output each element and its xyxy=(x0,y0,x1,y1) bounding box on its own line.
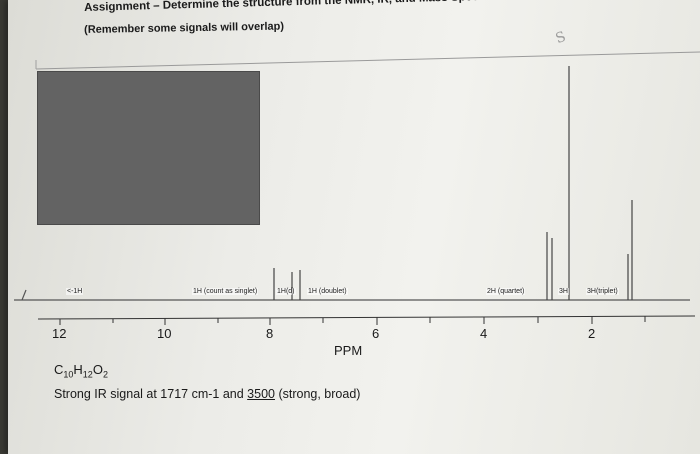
redacted-box xyxy=(37,71,260,225)
tick-label-8: 8 xyxy=(266,326,274,341)
ppm-axis-line xyxy=(37,315,696,320)
peak-label-2h-quartet: 2H (quartet) xyxy=(486,288,526,295)
ppm-axis-label: PPM xyxy=(334,343,363,358)
peak-label-3h-triplet: 3H(triplet) xyxy=(586,288,619,295)
tick-label-4: 4 xyxy=(480,326,488,341)
peak-label-1h-d: 1H(d) xyxy=(276,288,296,295)
peak-label-1h: <-1H xyxy=(66,288,84,295)
tick-label-12: 12 xyxy=(52,326,67,341)
ppm-axis-ticks xyxy=(59,316,646,325)
spectrum-frame-top xyxy=(35,51,700,70)
molecular-formula: C10H12O2 xyxy=(54,362,108,380)
tick-label-10: 10 xyxy=(157,326,172,341)
spectrum-baseline xyxy=(14,289,690,301)
tick-label-6: 6 xyxy=(372,326,380,341)
nmr-peaks xyxy=(273,66,633,300)
peak-label-1h-doublet: 1H (doublet) xyxy=(307,288,348,295)
peak-label-3h: 3H xyxy=(558,288,569,295)
ir-signal-note: Strong IR signal at 1717 cm-1 and 3500 (… xyxy=(54,387,361,401)
tick-label-2: 2 xyxy=(588,326,596,341)
peak-label-1h-singlet: 1H (count as singlet) xyxy=(192,288,259,295)
